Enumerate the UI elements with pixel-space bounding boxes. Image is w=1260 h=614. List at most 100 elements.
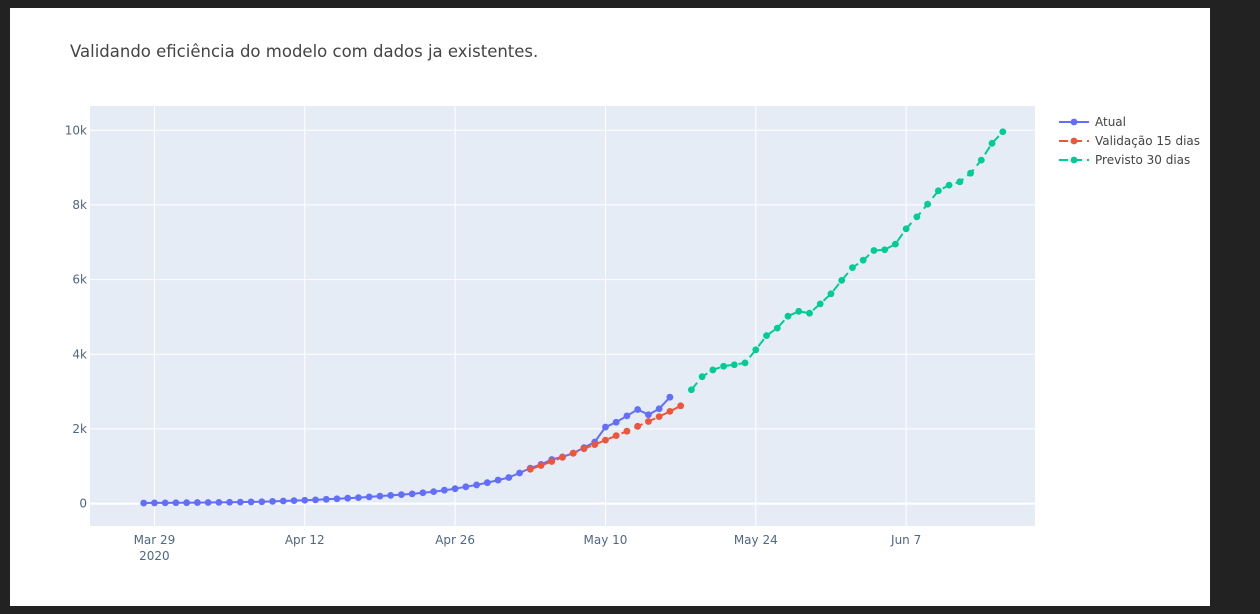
data-point: [634, 422, 642, 430]
data-point: [440, 486, 448, 494]
y-tick-label: 2k: [72, 422, 87, 436]
legend-swatch-marker: [1070, 118, 1078, 126]
data-point: [279, 497, 287, 505]
data-point: [494, 476, 502, 484]
data-point: [988, 139, 996, 147]
data-point: [387, 491, 395, 499]
y-tick-label: 0: [79, 497, 87, 511]
data-point: [612, 418, 620, 426]
data-point: [902, 225, 910, 233]
y-tick-label: 6k: [72, 273, 87, 287]
data-point: [849, 264, 856, 272]
data-point: [838, 276, 846, 284]
data-point: [408, 490, 416, 498]
data-point: [612, 432, 620, 440]
data-point: [623, 412, 631, 420]
x-tick-label: Apr 12: [285, 533, 325, 547]
data-point: [473, 481, 480, 489]
data-point: [859, 256, 867, 264]
y-axis: 0 2k 4k 6k 8k 10k: [65, 123, 87, 510]
data-point: [161, 499, 169, 507]
legend[interactable]: Atual Validação 15 dias Previsto 30 dias: [1059, 115, 1200, 167]
data-point: [569, 449, 577, 457]
x-tick-label: Jun 7: [890, 533, 921, 547]
x-tick-sublabel: 2020: [139, 549, 170, 563]
data-point: [913, 213, 921, 221]
data-point: [548, 458, 556, 465]
x-axis: Mar 29 2020 Apr 12 Apr 26 May 10 May 24 Jun 7: [134, 533, 922, 563]
data-point: [881, 246, 889, 254]
data-point: [333, 495, 341, 503]
data-point: [247, 498, 255, 506]
data-point: [322, 495, 330, 503]
data-point: [526, 465, 534, 473]
legend-swatch-marker: [1070, 137, 1078, 145]
data-point: [151, 499, 158, 507]
data-point: [462, 483, 470, 491]
data-point: [269, 497, 276, 505]
data-point: [312, 496, 319, 504]
data-point: [580, 445, 588, 453]
data-point: [559, 453, 566, 461]
data-point: [827, 290, 835, 298]
data-point: [193, 499, 201, 506]
y-tick-label: 8k: [72, 198, 87, 212]
legend-item[interactable]: Validação 15 dias: [1059, 134, 1200, 148]
data-point: [365, 493, 373, 501]
data-point: [720, 362, 727, 370]
data-point: [763, 332, 770, 339]
data-point: [483, 479, 491, 487]
data-point: [140, 499, 148, 507]
data-point: [645, 411, 652, 419]
data-point: [183, 499, 191, 507]
data-point: [795, 307, 803, 315]
plot-area: [90, 106, 1035, 526]
data-point: [516, 469, 523, 477]
data-point: [344, 494, 352, 502]
data-point: [698, 373, 706, 381]
data-point: [623, 427, 631, 435]
data-point: [537, 462, 545, 469]
data-point: [999, 128, 1007, 136]
data-point: [655, 405, 663, 413]
y-tick-label: 10k: [65, 123, 87, 137]
legend-label: Atual: [1095, 115, 1126, 129]
data-point: [666, 393, 674, 401]
data-point: [419, 489, 427, 497]
x-tick-label: May 10: [584, 533, 628, 547]
data-point: [709, 366, 717, 374]
data-point: [956, 178, 964, 186]
chart-title: Validando eficiência do modelo com dados…: [70, 42, 538, 61]
data-point: [602, 436, 609, 444]
data-point: [967, 169, 974, 177]
data-point: [215, 498, 223, 506]
data-point: [741, 359, 749, 367]
data-point: [258, 498, 266, 506]
data-point: [816, 300, 824, 308]
data-point: [677, 402, 685, 410]
data-point: [870, 247, 878, 254]
data-point: [290, 497, 298, 505]
data-point: [376, 492, 384, 500]
grid: [90, 106, 1035, 526]
data-point: [591, 441, 599, 449]
data-point: [945, 181, 953, 189]
data-point: [505, 474, 513, 481]
data-point: [226, 498, 234, 506]
legend-swatch-marker: [1070, 156, 1078, 164]
data-point: [891, 240, 899, 248]
data-point: [451, 485, 459, 493]
line-chart: Validando eficiência do modelo com dados…: [65, 42, 1200, 563]
data-point: [172, 499, 180, 507]
series-3: [687, 128, 1007, 394]
data-point: [806, 309, 813, 317]
data-point: [301, 496, 309, 504]
x-tick-label: May 24: [734, 533, 778, 547]
legend-item[interactable]: Atual: [1059, 115, 1126, 129]
legend-label: Previsto 30 dias: [1095, 153, 1190, 167]
legend-label: Validação 15 dias: [1095, 134, 1200, 148]
legend-item[interactable]: Previsto 30 dias: [1059, 153, 1190, 167]
data-point: [666, 407, 674, 415]
data-point: [730, 361, 738, 369]
data-point: [236, 498, 244, 506]
